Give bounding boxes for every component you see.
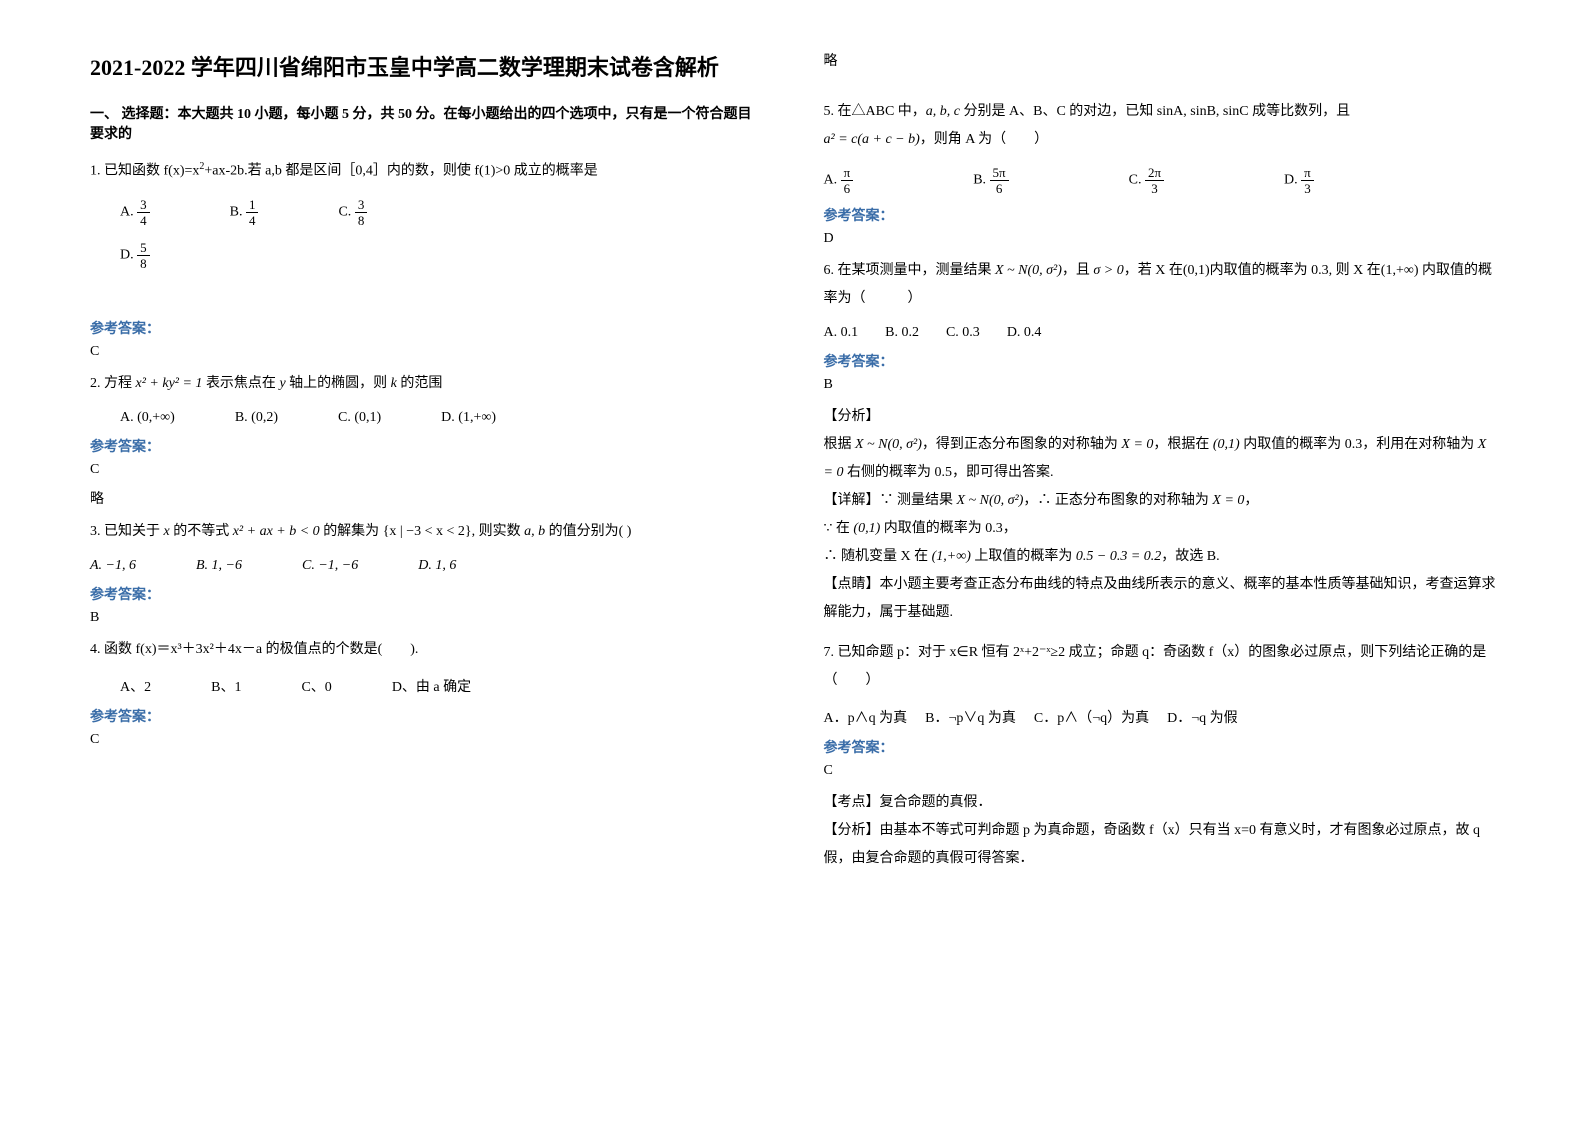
q6-opts: A. 0.1 B. 0.2 C. 0.3 D. 0.4	[824, 325, 1498, 341]
q5-optB: B. 5π6	[973, 166, 1008, 195]
q5: 5. 在△ABC 中，a, b, c 分别是 A、B、C 的对边，已知 sinA…	[824, 98, 1498, 154]
q7-optB: B．¬p∨q 为真	[925, 707, 1016, 727]
q7-optC: C．p∧（¬q）为真	[1034, 707, 1149, 727]
q1-ans: C	[90, 344, 764, 360]
q4-optB: B、1	[211, 676, 241, 696]
right-column: 略 5. 在△ABC 中，a, b, c 分别是 A、B、C 的对边，已知 si…	[794, 50, 1498, 1072]
q4-optD: D、由 a 确定	[392, 676, 471, 696]
left-column: 2021-2022 学年四川省绵阳市玉皇中学高二数学理期末试卷含解析 一、 选择…	[90, 50, 794, 1072]
q4-optA: A、2	[120, 676, 151, 696]
q2-ans: C	[90, 462, 764, 478]
q7-stem: 7. 已知命题 p：对于 x∈R 恒有 2ˣ+2⁻ˣ≥2 成立；命题 q：奇函数…	[824, 639, 1498, 695]
dianjing-label: 【点睛】	[824, 577, 880, 592]
kaodian-label: 【考点】	[824, 795, 880, 810]
q4-ans: C	[90, 732, 764, 748]
q1-stem-b: +ax-2b.若 a,b 都是区间［0,4］内的数，则使 f(1)>0 成立的概…	[204, 164, 597, 179]
q5-ans: D	[824, 231, 1498, 247]
answer-label: 参考答案：	[90, 706, 764, 726]
q1-optD: D. 58	[120, 241, 150, 270]
q6-optA: A. 0.1	[824, 325, 859, 341]
q1-row2: D. 58	[120, 241, 764, 270]
q5-opts: A. π6 B. 5π6 C. 2π3 D. π3	[824, 166, 1498, 195]
q1-stem-a: 1. 已知函数 f(x)=x	[90, 164, 199, 179]
q2-optA: A. (0,+∞)	[120, 410, 175, 426]
page: 2021-2022 学年四川省绵阳市玉皇中学高二数学理期末试卷含解析 一、 选择…	[0, 0, 1587, 1122]
q2-extra: 略	[90, 488, 764, 508]
q3-optC: C. −1, −6	[302, 558, 358, 574]
q3: 3. 已知关于 x 的不等式 x² + ax + b < 0 的解集为 {x |…	[90, 518, 764, 546]
q6-analysis: 【分析】 根据 X ~ N(0, σ²)，得到正态分布图象的对称轴为 X = 0…	[824, 403, 1498, 627]
q7-opts: A．p∧q 为真 B．¬p∨q 为真 C．p∧（¬q）为真 D．¬q 为假	[824, 707, 1498, 727]
q2-optB: B. (0,2)	[235, 410, 278, 426]
q1: 1. 已知函数 f(x)=x2+ax-2b.若 a,b 都是区间［0,4］内的数…	[90, 157, 764, 186]
q6: 6. 在某项测量中，测量结果 X ~ N(0, σ²)，且 σ > 0，若 X …	[824, 257, 1498, 313]
q5-optD: D. π3	[1284, 166, 1314, 195]
q1-row1: A. 34 B. 14 C. 38	[120, 198, 764, 227]
top-extra: 略	[824, 50, 1498, 70]
q7-analysis: 【考点】复合命题的真假． 【分析】由基本不等式可判命题 p 为真命题，奇函数 f…	[824, 789, 1498, 873]
q3-ans: B	[90, 610, 764, 626]
q4-stem: 4. 函数 f(x)＝x³＋3x²＋4x－a 的极值点的个数是( ).	[90, 636, 764, 664]
q7-optA: A．p∧q 为真	[824, 707, 908, 727]
q3-optA: A. −1, 6	[90, 558, 136, 574]
detail-label: 【详解】	[824, 493, 880, 508]
q6-optB: B. 0.2	[885, 325, 919, 341]
q2-opts: A. (0,+∞) B. (0,2) C. (0,1) D. (1,+∞)	[120, 410, 764, 426]
q2-optC: C. (0,1)	[338, 410, 381, 426]
q5-optA: A. π6	[824, 166, 854, 195]
answer-label: 参考答案：	[90, 584, 764, 604]
q3-opts: A. −1, 6 B. 1, −6 C. −1, −6 D. 1, 6	[90, 558, 764, 574]
q1-optB: B. 14	[230, 198, 259, 227]
section-head: 一、 选择题：本大题共 10 小题，每小题 5 分，共 50 分。在每小题给出的…	[90, 103, 764, 143]
q6-ans: B	[824, 377, 1498, 393]
q4-optC: C、0	[301, 676, 331, 696]
answer-label: 参考答案：	[824, 351, 1498, 371]
q1-optC: C. 38	[338, 198, 367, 227]
q4-opts: A、2 B、1 C、0 D、由 a 确定	[120, 676, 764, 696]
analysis-label: 【分析】	[824, 409, 880, 424]
q6-optC: C. 0.3	[946, 325, 980, 341]
doc-title: 2021-2022 学年四川省绵阳市玉皇中学高二数学理期末试卷含解析	[90, 50, 764, 85]
q3-optD: D. 1, 6	[418, 558, 456, 574]
q6-optD: D. 0.4	[1007, 325, 1042, 341]
q1-optA: A. 34	[120, 198, 150, 227]
q5-optC: C. 2π3	[1129, 166, 1164, 195]
q2: 2. 方程 x² + ky² = 1 表示焦点在 y 轴上的椭圆，则 k 的范围	[90, 370, 764, 398]
q7-ans: C	[824, 763, 1498, 779]
q7-optD: D．¬q 为假	[1167, 707, 1238, 727]
answer-label: 参考答案：	[90, 436, 764, 456]
q3-optB: B. 1, −6	[196, 558, 242, 574]
analysis-label: 【分析】	[824, 823, 880, 838]
answer-label: 参考答案：	[824, 737, 1498, 757]
q2-optD: D. (1,+∞)	[441, 410, 496, 426]
answer-label: 参考答案：	[90, 318, 764, 338]
answer-label: 参考答案：	[824, 205, 1498, 225]
